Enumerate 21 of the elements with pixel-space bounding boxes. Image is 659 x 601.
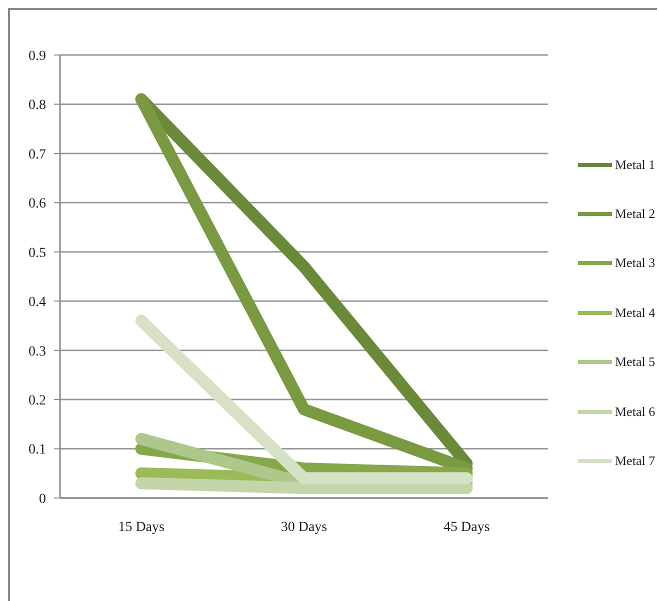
y-tick-label: 0.3 — [28, 344, 46, 360]
y-tick-label: 0.7 — [28, 147, 46, 162]
frame: 15 Days 30 Days 45 Days 0 0.1 0.2 0.3 0.4 0.5 0.6 0.7 0.8 0.9 Metal 1 Metal 2 Metal 3 Metal 4 Metal 5 Metal 6 Metal 7 — [8, 8, 657, 601]
legend-label: Metal 4 — [615, 304, 656, 321]
y-tick-label: 0.1 — [28, 442, 46, 458]
legend-label: Metal 5 — [615, 354, 656, 370]
y-tick-label: 0.6 — [28, 196, 46, 212]
x-tick-label: 45 Days — [444, 520, 490, 535]
legend-label: Metal 1 — [615, 156, 656, 173]
y-tick-label: 0.4 — [28, 295, 46, 310]
x-tick-label: 30 Days — [280, 520, 328, 535]
legend-label: Metal 3 — [615, 255, 656, 272]
x-tick-label: 15 Days — [118, 520, 164, 535]
legend-label: Metal 2 — [615, 206, 656, 222]
y-tick-label: 0.9 — [28, 48, 46, 64]
legend-label: Metal 6 — [615, 404, 656, 420]
legend-label: Metal 7 — [615, 453, 656, 470]
y-tick-label: 0.2 — [28, 394, 46, 409]
y-tick-label: 0.8 — [28, 98, 46, 114]
y-tick-label: 0.5 — [28, 246, 46, 261]
y-tick-label: 0 — [39, 492, 46, 507]
